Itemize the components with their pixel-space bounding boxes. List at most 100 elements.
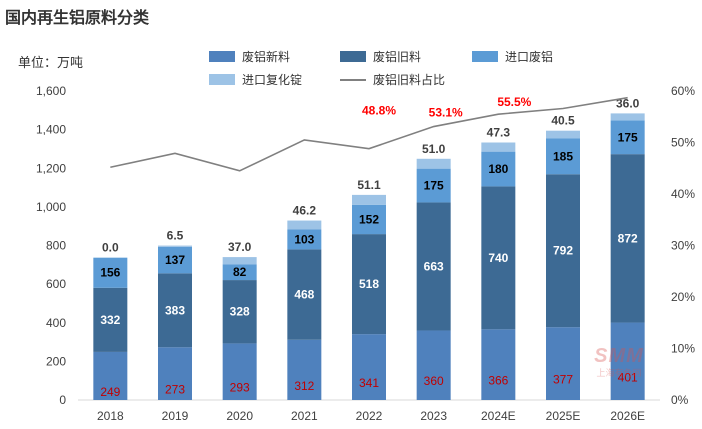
x-axis-tick-label: 2024E: [481, 409, 516, 423]
data-label-old-scrap: 740: [488, 251, 508, 265]
bar-new-scrap: [610, 322, 645, 400]
data-label-old-scrap: 332: [100, 313, 120, 327]
x-axis-tick-label: 2023: [420, 409, 447, 423]
bar-new-scrap: [287, 339, 322, 400]
legend-label: 废铝旧料占比: [373, 72, 445, 87]
y-axis-tick-label: 1,200: [36, 161, 66, 175]
data-label-new-scrap: 366: [488, 374, 508, 388]
legend-swatch: [472, 51, 498, 62]
data-label-old-scrap: 383: [165, 303, 185, 317]
y-axis-tick-label: 0: [59, 393, 66, 407]
y2-axis-tick-label: 40%: [671, 187, 695, 201]
data-label-old-scrap: 468: [294, 288, 314, 302]
data-label-new-scrap: 293: [230, 381, 250, 395]
bar-old-scrap: [93, 287, 128, 352]
bar-old-scrap: [222, 280, 257, 344]
legend-swatch: [209, 51, 235, 62]
bar-new-scrap: [222, 343, 257, 400]
bar-import-scrap: [416, 168, 451, 203]
data-label-import-scrap: 180: [488, 162, 508, 176]
y2-axis-tick-label: 60%: [671, 84, 695, 98]
data-label-new-scrap: 249: [100, 385, 120, 399]
bar-new-scrap: [352, 334, 386, 400]
bar-import-remelt: [158, 245, 192, 247]
data-label-import-scrap: 156: [100, 266, 120, 280]
data-label-import-scrap: 103: [294, 232, 314, 246]
bar-import-remelt: [352, 194, 386, 205]
x-axis-tick-label: 2018: [97, 409, 124, 423]
data-label-import-remelt: 51.0: [422, 142, 446, 156]
bar-import-scrap: [222, 264, 257, 281]
data-label-import-scrap: 175: [618, 130, 638, 144]
bar-import-remelt: [222, 257, 257, 265]
bar-import-scrap: [352, 204, 386, 235]
smm-watermark-logo: SMM 上海有色网: [586, 345, 652, 387]
x-axis-tick-label: 2021: [291, 409, 318, 423]
bar-new-scrap: [416, 330, 451, 400]
bar-import-remelt: [481, 142, 516, 152]
ratio-line: [110, 96, 628, 172]
y2-axis-tick-label: 30%: [671, 239, 695, 253]
legend-label: 进口废铝: [505, 49, 553, 64]
watermark-logo-text: SMM: [594, 345, 644, 367]
watermark-caption: 上海有色网: [596, 368, 642, 378]
bar-old-scrap: [481, 186, 516, 330]
bar-old-scrap: [610, 154, 645, 323]
bar-new-scrap: [158, 347, 192, 400]
y-axis-tick-label: 1,000: [36, 200, 66, 214]
y-axis-tick-label: 200: [46, 354, 66, 368]
x-axis-tick-label: 2019: [162, 409, 189, 423]
data-label-new-scrap: 377: [553, 373, 573, 387]
data-label-old-scrap: 518: [359, 277, 379, 291]
data-label-new-scrap: 273: [165, 383, 185, 397]
bar-new-scrap: [93, 351, 128, 400]
bar-old-scrap: [158, 273, 192, 348]
data-label-import-remelt: 36.0: [616, 96, 640, 110]
x-axis-tick-label: 2025E: [546, 409, 581, 423]
y-axis-tick-label: 600: [46, 277, 66, 291]
data-label-old-scrap: 872: [618, 231, 638, 245]
bar-new-scrap: [481, 329, 516, 400]
y2-axis-tick-label: 0%: [671, 393, 689, 407]
y-axis-unit-label: 单位：万吨: [18, 55, 84, 70]
bar-old-scrap: [416, 202, 451, 331]
data-label-import-scrap: 175: [424, 179, 444, 193]
y2-axis-tick-label: 50%: [671, 136, 695, 150]
data-label-new-scrap: 401: [618, 370, 638, 384]
bar-import-remelt: [287, 220, 322, 230]
x-axis-tick-label: 2026E: [610, 409, 645, 423]
ratio-data-label: 53.1%: [429, 106, 463, 120]
y2-axis-tick-label: 20%: [671, 290, 695, 304]
data-label-old-scrap: 663: [424, 259, 444, 273]
bar-import-scrap: [546, 138, 580, 175]
bar-old-scrap: [352, 234, 386, 335]
bar-import-remelt: [546, 130, 580, 139]
data-label-old-scrap: 792: [553, 244, 573, 258]
bar-import-remelt: [610, 113, 645, 121]
data-label-new-scrap: 341: [359, 376, 379, 390]
bar-import-remelt: [416, 158, 451, 169]
data-label-import-remelt: 51.1: [357, 178, 381, 192]
ratio-data-label: 48.8%: [362, 104, 396, 118]
bar-old-scrap: [287, 249, 322, 340]
x-axis-tick-label: 2020: [226, 409, 253, 423]
data-label-import-scrap: 82: [233, 265, 247, 279]
data-label-new-scrap: 312: [294, 379, 314, 393]
legend-label: 废铝新料: [242, 49, 290, 64]
bar-import-scrap: [481, 151, 516, 187]
data-label-import-remelt: 6.5: [167, 229, 184, 243]
y-axis-tick-label: 1,400: [36, 123, 66, 137]
bar-import-scrap: [610, 120, 645, 155]
y-axis-tick-label: 1,600: [36, 84, 66, 98]
data-label-old-scrap: 328: [230, 305, 250, 319]
legend-swatch: [209, 74, 235, 85]
bar-import-scrap: [93, 257, 128, 288]
data-label-import-scrap: 185: [553, 149, 573, 163]
y2-axis-tick-label: 10%: [671, 342, 695, 356]
data-label-import-remelt: 47.3: [487, 126, 511, 140]
data-label-import-remelt: 37.0: [228, 240, 252, 254]
data-label-import-remelt: 46.2: [293, 204, 317, 218]
data-label-import-remelt: 40.5: [551, 114, 575, 128]
bar-import-scrap: [158, 246, 192, 274]
